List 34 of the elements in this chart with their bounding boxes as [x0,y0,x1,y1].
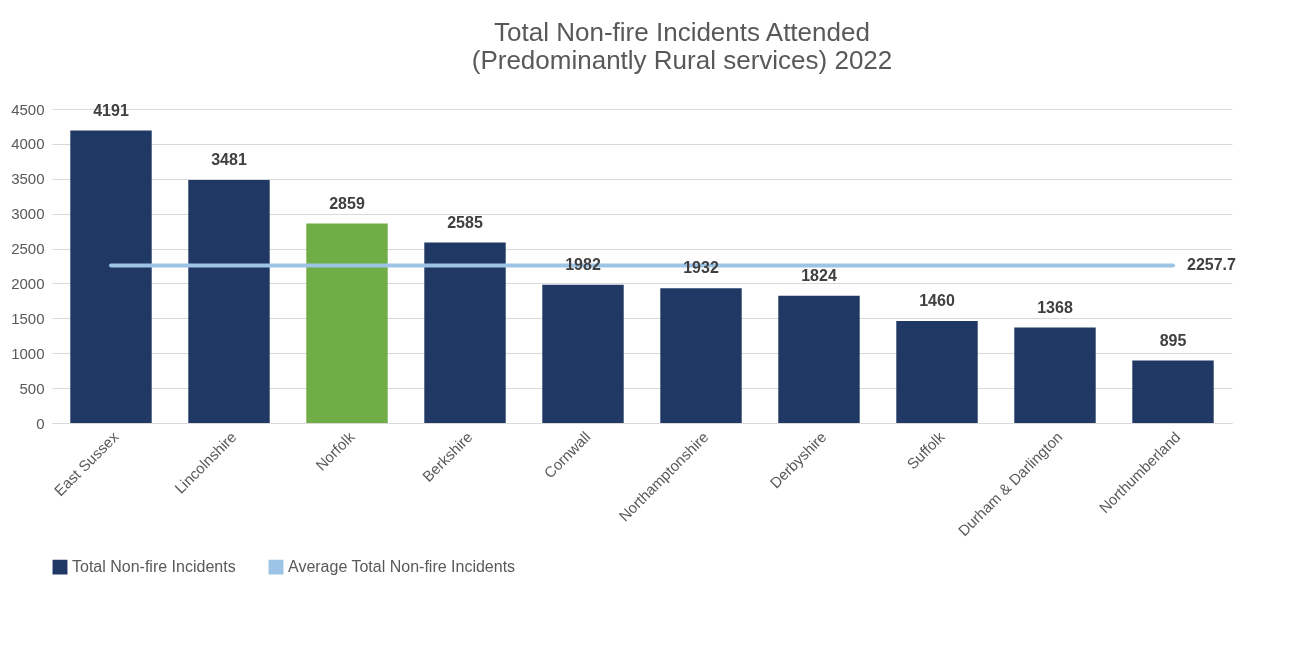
data-label: 1368 [1037,298,1073,316]
data-label: 2859 [329,194,365,212]
y-tick-label: 500 [19,379,45,397]
bar [306,223,388,423]
y-tick-label: 4500 [11,100,45,118]
y-tick-label: 2500 [11,240,45,258]
bar [424,242,506,423]
data-label: 1982 [565,255,601,273]
y-tick-label: 3500 [11,170,45,188]
y-tick-label: 1000 [11,344,45,362]
y-tick-label: 4000 [11,135,45,153]
legend-label: Total Non-fire Incidents [72,558,236,576]
data-label: 1824 [801,266,837,284]
data-label: 3481 [211,151,247,169]
legend-label: Average Total Non-fire Incidents [288,558,516,576]
y-tick-label: 2000 [11,274,45,292]
bar [1014,327,1096,423]
data-label: 1460 [919,292,955,310]
y-tick-label: 3000 [11,205,45,223]
data-label: 4191 [93,101,129,119]
data-label: 895 [1159,331,1187,349]
data-label: 1932 [683,259,719,277]
bar [778,295,860,423]
bar [896,321,978,423]
data-label: 2257.7 [1187,256,1237,274]
chart-title: Total Non-fire Incidents Attended (Predominantly Rural services) 2022 [471,17,893,75]
bar [1132,360,1214,423]
bar [188,180,270,423]
y-tick-label: 1500 [11,309,45,327]
bar [70,130,152,423]
bar [660,288,742,423]
bar [542,284,624,423]
data-label: 2585 [447,213,483,231]
y-tick-label: 0 [36,414,45,432]
